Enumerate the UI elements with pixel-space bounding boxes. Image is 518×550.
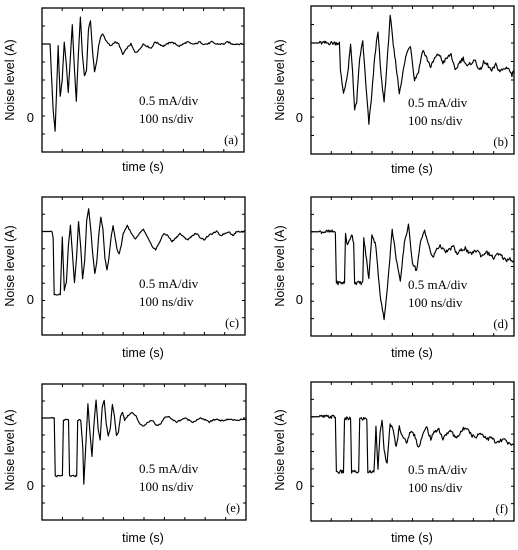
x-axis-label: time (s) [391, 531, 433, 545]
x-axis-label: time (s) [391, 346, 433, 360]
noise-waveform-line [42, 16, 245, 132]
panel-grid: Noise level (A) 0 time (s) 0.5 mA/div 100 ns… [3, 5, 515, 545]
scale-annotation-time: 100 ns/div [139, 479, 194, 494]
x-axis-label: time (s) [122, 160, 164, 174]
y-axis-label: Noise level (A) [273, 409, 287, 490]
panel-label: (a) [224, 133, 238, 147]
y-tick-label: 0 [27, 292, 34, 307]
panel-e: Noise level (A) 0 time (s) 0.5 mA/div 100 ns… [3, 383, 247, 545]
scale-annotation-time: 100 ns/div [139, 294, 194, 309]
scale-annotation-time: 100 ns/div [139, 111, 194, 126]
y-tick-label: 0 [296, 292, 303, 307]
noise-waveform-line [42, 399, 247, 485]
panel-label: (d) [493, 317, 508, 331]
panel-label: (c) [225, 316, 239, 330]
panel-label: (f) [496, 502, 509, 516]
panel-label: (b) [493, 135, 508, 149]
scale-annotation-time: 100 ns/div [408, 113, 463, 128]
y-axis-label: Noise level (A) [3, 225, 17, 306]
panel-a: Noise level (A) 0 time (s) 0.5 mA/div 100 ns… [3, 7, 245, 174]
noise-waveform-line [311, 14, 515, 125]
y-axis-label: Noise level (A) [273, 225, 287, 306]
noise-waveform-line [311, 223, 515, 321]
y-tick-label: 0 [296, 478, 303, 493]
y-axis-label: Noise level (A) [3, 39, 17, 120]
scale-annotation-current: 0.5 mA/div [139, 93, 199, 108]
panel-label: (e) [226, 501, 240, 515]
scale-annotation-time: 100 ns/div [408, 295, 463, 310]
noise-waveform-line [311, 414, 515, 474]
y-tick-label: 0 [27, 478, 34, 493]
panel-c: Noise level (A) 0 time (s) 0.5 mA/div 100 ns… [3, 196, 246, 360]
y-tick-label: 0 [27, 110, 34, 125]
x-axis-label: time (s) [391, 162, 433, 176]
scale-annotation-current: 0.5 mA/div [408, 95, 468, 110]
scale-annotation-current: 0.5 mA/div [139, 461, 199, 476]
y-axis-label: Noise level (A) [3, 409, 17, 490]
panel-b: Noise level (A) 0 time (s) 0.5 mA/div 100 ns… [273, 5, 515, 176]
scale-annotation-time: 100 ns/div [408, 480, 463, 495]
x-axis-label: time (s) [122, 346, 164, 360]
plot-frame [310, 381, 515, 522]
scale-annotation-current: 0.5 mA/div [408, 462, 468, 477]
x-axis-label: time (s) [122, 531, 164, 545]
plot-frame [310, 196, 515, 337]
y-tick-label: 0 [296, 110, 303, 125]
panel-f: Noise level (A) 0 time (s) 0.5 mA/div 100 ns… [273, 381, 515, 545]
plot-frame [41, 196, 246, 336]
plot-frame [41, 383, 247, 521]
noise-waveform-line [42, 208, 246, 296]
scale-annotation-current: 0.5 mA/div [139, 276, 199, 291]
scale-annotation-current: 0.5 mA/div [408, 277, 468, 292]
y-axis-label: Noise level (A) [273, 39, 287, 120]
panel-d: Noise level (A) 0 time (s) 0.5 mA/div 100 ns… [273, 196, 515, 360]
